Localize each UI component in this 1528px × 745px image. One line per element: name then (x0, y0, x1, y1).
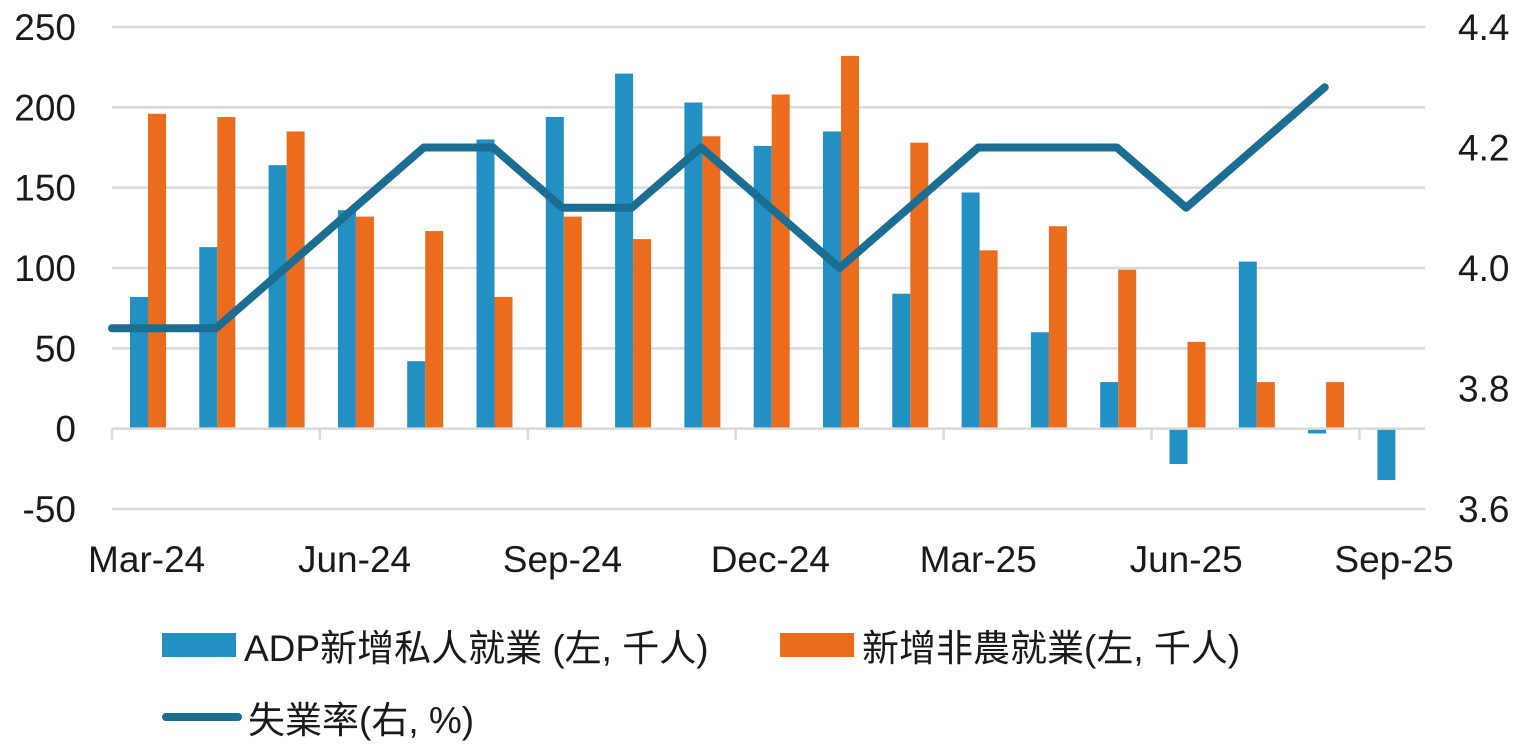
bar-nfp (910, 142, 929, 429)
x-tick-label: Sep-24 (503, 539, 622, 580)
legend-swatch-adp (162, 633, 236, 657)
bar-nfp (771, 94, 790, 429)
bar-nfp (355, 216, 374, 429)
legend-label-nfp: 新增非農就業(左, 千人) (862, 628, 1241, 669)
x-axis (110, 427, 1425, 440)
y-right-tick-label: 3.8 (1458, 369, 1509, 410)
bar-adp (1308, 428, 1327, 434)
y-left-tick-label: 0 (55, 409, 76, 450)
bar-adp (823, 131, 841, 429)
x-tick-label: Jun-25 (1130, 539, 1243, 580)
bar-adp (1030, 332, 1049, 429)
legend-swatch-nfp (780, 633, 854, 657)
unemployment-line (108, 83, 1329, 333)
legend-item-adp: ADP新增私人就業 (左, 千人) (162, 618, 709, 672)
legend-swatch-unemployment (162, 713, 242, 721)
y-left-tick-label: 200 (14, 87, 76, 128)
x-tick-label: Sep-25 (1334, 539, 1453, 580)
y-right-tick-label: 4.0 (1458, 248, 1509, 289)
bar-nfp (702, 136, 721, 429)
bar-adp (753, 145, 772, 429)
bar-adp (892, 293, 911, 429)
bar-adp (476, 139, 495, 429)
legend-item-unemployment: 失業率(右, %) (162, 690, 474, 744)
bar-nfp (1187, 341, 1206, 429)
y-left-tick-label: 50 (35, 328, 76, 369)
bar-nfp (1326, 382, 1345, 429)
bar-nfp (1256, 382, 1275, 429)
bar-adp (684, 102, 703, 429)
bar-adp (337, 210, 356, 429)
bar-adp (1100, 382, 1119, 429)
bar-nfp (633, 239, 652, 429)
x-tick-label: Jun-24 (298, 539, 411, 580)
bar-adp (1169, 428, 1188, 465)
bar-nfp (563, 216, 582, 429)
bar-nfp (286, 131, 305, 429)
legend-item-nfp: 新增非農就業(左, 千人) (780, 618, 1240, 672)
y-left-tick-label: 250 (14, 7, 76, 48)
bar-adp (961, 192, 980, 429)
unemployment-rate-line (108, 83, 1329, 333)
y-right-tick-label: 4.2 (1458, 128, 1509, 169)
bar-adp (268, 165, 287, 429)
bar-adp (1238, 261, 1257, 429)
y-left-tick-label: -50 (23, 489, 76, 530)
bar-nfp (1118, 269, 1137, 429)
bar-adp (130, 296, 148, 429)
bars (130, 55, 1396, 481)
y-right-tick-label: 4.4 (1458, 7, 1509, 48)
bar-nfp (217, 116, 236, 429)
x-tick-label: Mar-24 (88, 539, 205, 580)
bar-adp (545, 116, 564, 429)
bar-adp (199, 247, 218, 429)
bar-adp (1377, 428, 1396, 481)
legend-label-unemployment: 失業率(右, %) (248, 700, 475, 741)
y-right-tick-label: 3.6 (1458, 489, 1509, 530)
legend-label-adp: ADP新增私人就業 (左, 千人) (244, 628, 709, 669)
x-tick-label: Mar-25 (920, 539, 1037, 580)
tick-labels: 250 200 150 100 50 0 -50 4.4 4.2 4.0 3.8 3.6 Mar-24 J… (14, 7, 1509, 580)
x-tick-label: Dec-24 (711, 539, 830, 580)
y-left-tick-label: 150 (14, 168, 76, 209)
bar-adp (407, 361, 426, 429)
bar-nfp (425, 231, 444, 429)
bar-nfp (1048, 226, 1067, 429)
bar-nfp (979, 250, 998, 429)
bar-nfp (841, 55, 859, 429)
bar-adp (615, 73, 634, 429)
y-left-tick-label: 100 (14, 248, 76, 289)
bar-nfp (494, 296, 513, 429)
bar-nfp (148, 113, 166, 429)
